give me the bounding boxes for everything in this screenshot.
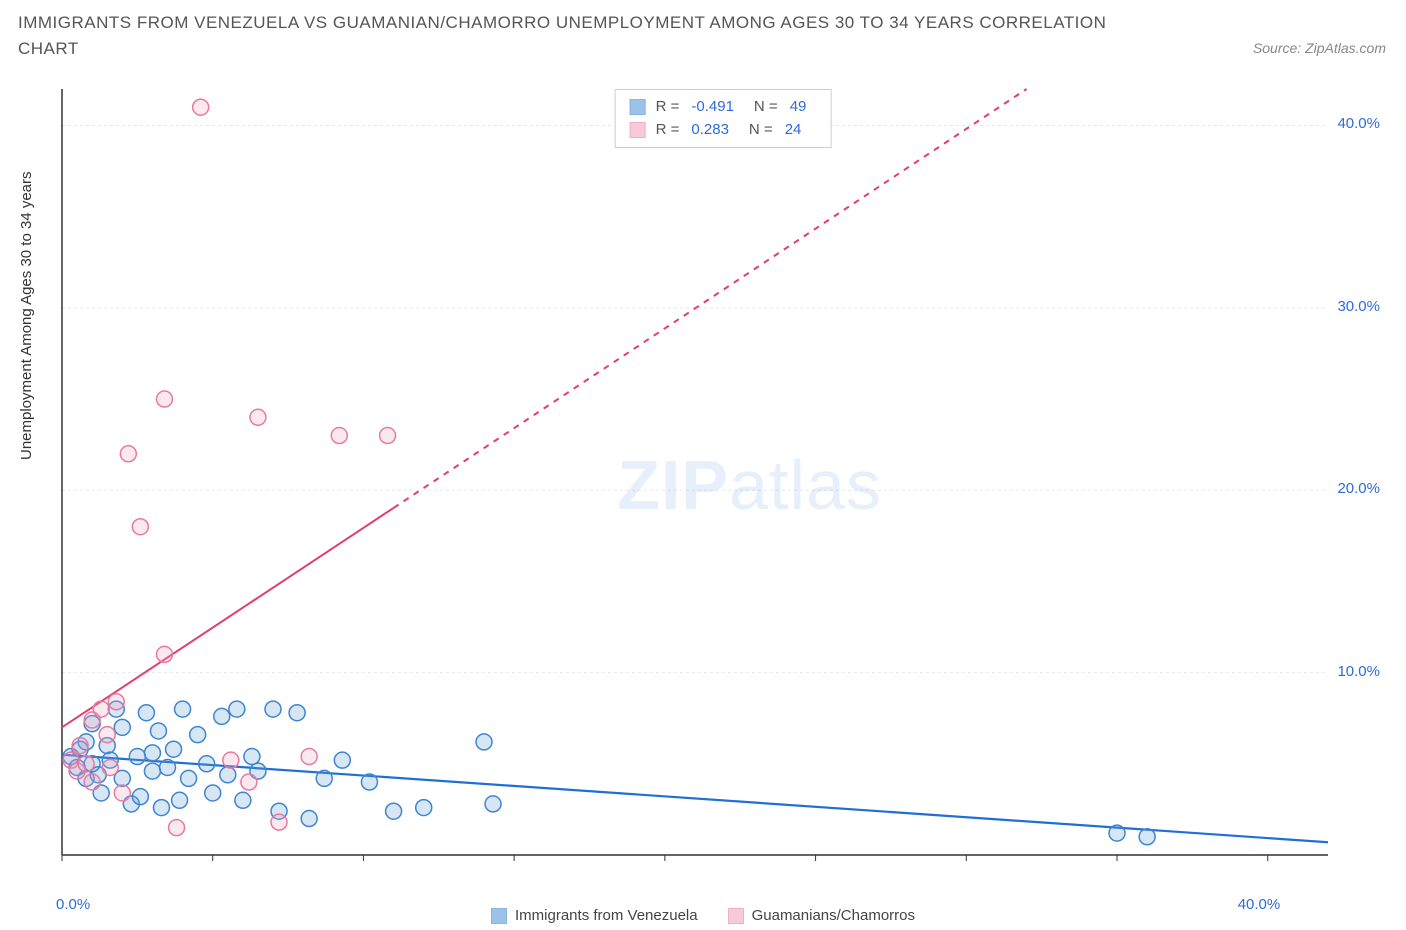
bottom-legend: Immigrants from Venezuela Guamanians/Cha… (491, 907, 915, 924)
r-label-b: R = (656, 119, 680, 142)
swatch-series-b (630, 122, 646, 138)
x-tick-label: 0.0% (56, 896, 90, 913)
n-label-b: N = (749, 119, 773, 142)
stats-row-series-a: R = -0.491 N = 49 (630, 96, 817, 119)
legend-swatch-a (491, 908, 507, 924)
source-value: ZipAtlas.com (1305, 40, 1386, 56)
y-tick-label: 40.0% (1337, 115, 1380, 132)
y-tick-label: 10.0% (1337, 663, 1380, 680)
stats-legend: R = -0.491 N = 49 R = 0.283 N = 24 (615, 89, 832, 148)
r-value-a: -0.491 (691, 96, 734, 119)
y-axis-label: Unemployment Among Ages 30 to 34 years (18, 171, 35, 460)
stats-row-series-b: R = 0.283 N = 24 (630, 119, 817, 142)
legend-label-a: Immigrants from Venezuela (515, 907, 698, 924)
x-tick-label: 40.0% (1238, 896, 1281, 913)
source-attribution: Source: ZipAtlas.com (1253, 40, 1386, 56)
scatter-plot (58, 85, 1388, 885)
chart-area: ZIPatlas R = -0.491 N = 49 R = 0.283 N =… (58, 85, 1388, 885)
n-value-a: 49 (790, 96, 807, 119)
legend-label-b: Guamanians/Chamorros (752, 907, 915, 924)
y-tick-label: 30.0% (1337, 298, 1380, 315)
swatch-series-a (630, 99, 646, 115)
r-label-a: R = (656, 96, 680, 119)
n-value-b: 24 (785, 119, 802, 142)
legend-item-a: Immigrants from Venezuela (491, 907, 698, 924)
r-value-b: 0.283 (691, 119, 729, 142)
legend-swatch-b (728, 908, 744, 924)
n-label-a: N = (754, 96, 778, 119)
source-label: Source: (1253, 40, 1301, 56)
chart-title: IMMIGRANTS FROM VENEZUELA VS GUAMANIAN/C… (18, 10, 1118, 61)
y-tick-label: 20.0% (1337, 480, 1380, 497)
legend-item-b: Guamanians/Chamorros (728, 907, 915, 924)
